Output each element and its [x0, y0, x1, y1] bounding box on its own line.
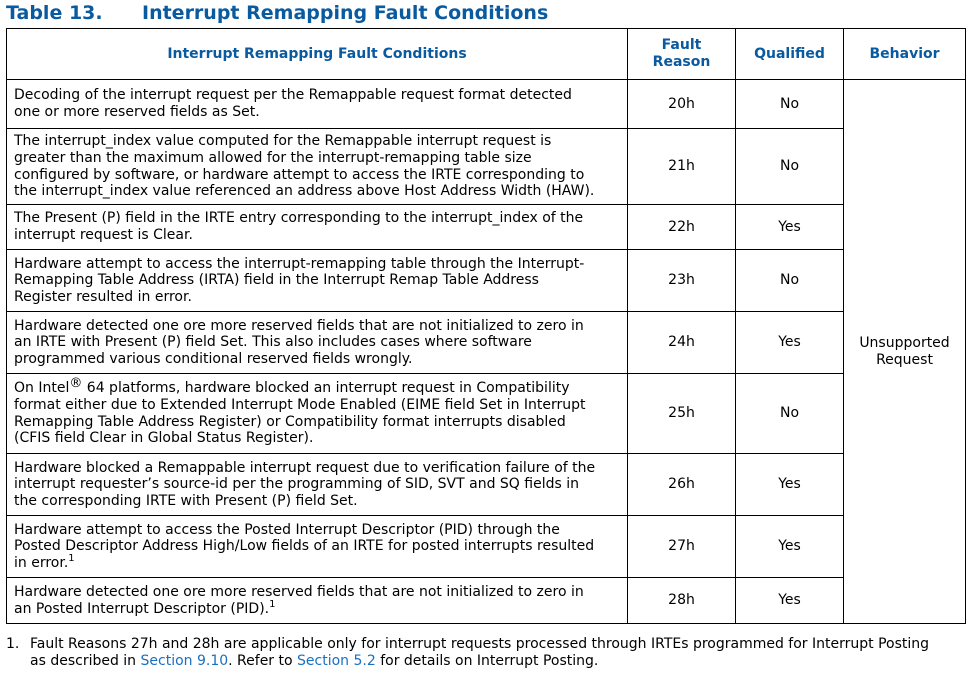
fault-reason-cell: 25h	[627, 373, 736, 454]
section-9-10-link[interactable]: Section 9.10	[140, 652, 229, 669]
condition-cell: Hardware attempt to access the interrupt…	[6, 249, 628, 312]
table-row: The interrupt_index value computed for t…	[6, 128, 966, 205]
table-header-row: Interrupt Remapping Fault Conditions Fau…	[6, 28, 966, 80]
table-row: Decoding of the interrupt request per th…	[6, 79, 966, 624]
header-behavior: Behavior	[843, 28, 966, 80]
condition-line: Posted Descriptor Address High/Low field…	[14, 538, 595, 555]
registered-mark: ®	[69, 376, 83, 392]
fault-conditions-table: Interrupt Remapping Fault Conditions Fau…	[6, 28, 966, 624]
table-row: On Intel® 64 platforms, hardware blocked…	[6, 373, 966, 454]
section-5-2-link[interactable]: Section 5.2	[297, 652, 376, 669]
table-row: Hardware attempt to access the interrupt…	[6, 249, 966, 312]
footnote-line2: as described in Section 9.10. Refer to S…	[6, 653, 968, 670]
behavior-cell: Unsupported Request	[843, 79, 966, 624]
qualified-cell: Yes	[735, 311, 844, 374]
fault-reason-cell: 20h	[627, 79, 736, 129]
condition-line: configured by software, or hardware atte…	[14, 166, 585, 183]
condition-line: an Posted Interrupt Descriptor (PID).	[14, 600, 270, 617]
condition-line: one or more reserved fields as Set.	[14, 104, 260, 120]
condition-cell: Hardware attempt to access the Posted In…	[6, 515, 628, 578]
condition-line: interrupt request is Clear.	[14, 227, 193, 243]
header-fault-reason-line1: Fault	[661, 37, 702, 54]
behavior-line1: Unsupported	[859, 334, 950, 351]
qualified-cell: Yes	[735, 515, 844, 578]
condition-line: in error.	[14, 554, 69, 571]
condition-line: (CFIS field Clear in Global Status Regis…	[14, 430, 314, 447]
qualified-cell: No	[735, 373, 844, 454]
footnote-ref: 1	[269, 598, 276, 610]
condition-cell: Hardware blocked a Remappable interrupt …	[6, 453, 628, 516]
condition-line: Remapping Table Address Register) or Com…	[14, 413, 566, 430]
table-row: Hardware blocked a Remappable interrupt …	[6, 453, 966, 516]
condition-line: the corresponding IRTE with Present (P) …	[14, 492, 358, 509]
condition-line: On Intel	[14, 380, 70, 397]
condition-line: Hardware blocked a Remappable interrupt …	[14, 459, 596, 476]
table-caption: Table 13. Interrupt Remapping Fault Condi…	[6, 2, 548, 26]
footnote-text: for details on Interrupt Posting.	[375, 652, 599, 669]
qualified-cell: Yes	[735, 453, 844, 516]
condition-line: The Present (P) field in the IRTE entry …	[14, 210, 584, 227]
condition-cell: The interrupt_index value computed for t…	[6, 128, 628, 205]
footnote-text: Fault Reasons 27h and 28h are applicable…	[30, 636, 930, 652]
fault-reason-cell: 21h	[627, 128, 736, 205]
qualified-cell: Yes	[735, 204, 844, 250]
condition-cell: Decoding of the interrupt request per th…	[6, 79, 628, 129]
condition-line: Hardware attempt to access the Posted In…	[14, 521, 560, 538]
fault-reason-cell: 28h	[627, 577, 736, 624]
header-fault-reason-line2: Reason	[652, 54, 711, 70]
qualified-cell: No	[735, 249, 844, 312]
header-fault-reason: Fault Reason	[627, 28, 736, 80]
fault-reason-cell: 23h	[627, 249, 736, 312]
condition-line: the interrupt_index value referenced an …	[14, 183, 595, 200]
qualified-cell: Yes	[735, 577, 844, 624]
fault-reason-cell: 27h	[627, 515, 736, 578]
footnote-line1: 1. Fault Reasons 27h and 28h are applicab…	[6, 636, 968, 653]
condition-line: programmed various conditional reserved …	[14, 350, 413, 367]
qualified-cell: No	[735, 128, 844, 205]
condition-line: The interrupt_index value computed for t…	[14, 133, 552, 150]
qualified-cell: No	[735, 79, 844, 129]
condition-line: Decoding of the interrupt request per th…	[14, 87, 572, 104]
table-title: Interrupt Remapping Fault Conditions	[142, 2, 549, 24]
condition-line: Remapping Table Address (IRTA) field in …	[14, 272, 539, 289]
condition-line: interrupt requester’s source-id per the …	[14, 476, 579, 493]
condition-cell: Hardware detected one ore more reserved …	[6, 311, 628, 374]
footnote-text: . Refer to	[228, 652, 298, 669]
footnote-ref: 1	[68, 552, 75, 564]
fault-reason-cell: 24h	[627, 311, 736, 374]
fault-reason-cell: 26h	[627, 453, 736, 516]
table-footnote: 1. Fault Reasons 27h and 28h are applicab…	[6, 636, 968, 669]
header-qualified: Qualified	[735, 28, 844, 80]
table-row: Hardware attempt to access the Posted In…	[6, 515, 966, 578]
fault-reason-cell: 22h	[627, 204, 736, 250]
table-number: Table 13.	[6, 2, 103, 24]
footnote-text: as described in	[30, 652, 141, 669]
condition-line: Register resulted in error.	[14, 288, 192, 305]
condition-cell: On Intel® 64 platforms, hardware blocked…	[6, 373, 628, 454]
table-row: Hardware detected one ore more reserved …	[6, 577, 966, 624]
condition-line: format either due to Extended Interrupt …	[14, 396, 586, 413]
table-row: Hardware detected one ore more reserved …	[6, 311, 966, 374]
condition-line: Hardware attempt to access the interrupt…	[14, 255, 585, 272]
condition-line: Hardware detected one ore more reserved …	[14, 583, 584, 600]
condition-line: Hardware detected one ore more reserved …	[14, 317, 584, 334]
condition-cell: Hardware detected one ore more reserved …	[6, 577, 628, 624]
behavior-line2: Request	[876, 351, 933, 368]
table-row: The Present (P) field in the IRTE entry …	[6, 204, 966, 250]
condition-line: an IRTE with Present (P) field Set. This…	[14, 334, 532, 351]
header-conditions: Interrupt Remapping Fault Conditions	[6, 28, 628, 80]
condition-line: greater than the maximum allowed for the…	[14, 149, 532, 166]
condition-cell: The Present (P) field in the IRTE entry …	[6, 204, 628, 250]
condition-line: 64 platforms, hardware blocked an interr…	[82, 380, 570, 397]
footnote-number: 1.	[6, 636, 20, 652]
